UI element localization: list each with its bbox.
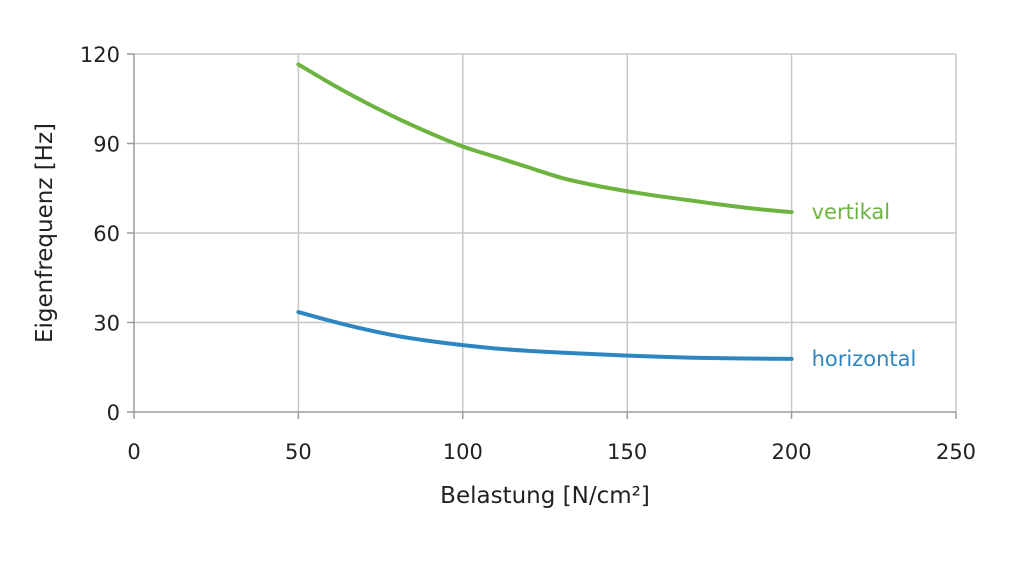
x-tick-label: 50	[285, 440, 312, 464]
y-axis-title: Eigenfrequenz [Hz]	[32, 123, 58, 343]
x-axis-title: Belastung [N/cm²]	[440, 483, 650, 509]
x-tick-label: 250	[936, 440, 976, 464]
axes	[127, 53, 957, 419]
x-tick-label: 200	[772, 440, 812, 464]
y-tick-label: 60	[93, 222, 120, 246]
x-tick-label: 150	[607, 440, 647, 464]
y-tick-label: 30	[93, 312, 120, 336]
y-tick-label: 0	[107, 401, 120, 425]
series-label-vertikal: vertikal	[812, 200, 891, 224]
series-lines: vertikal horizontal	[296, 62, 917, 371]
series-label-horizontal: horizontal	[812, 347, 917, 371]
y-tick-label: 120	[80, 43, 120, 67]
grid-lines	[134, 53, 957, 412]
y-tick-label: 90	[93, 133, 120, 157]
tick-labels: 0 30 60 90 120 0 50 100 150 200 250	[80, 43, 976, 464]
x-tick-label: 0	[127, 440, 140, 464]
x-tick-label: 100	[443, 440, 483, 464]
series-line-vertikal	[296, 62, 794, 215]
series-line-horizontal	[296, 310, 794, 361]
